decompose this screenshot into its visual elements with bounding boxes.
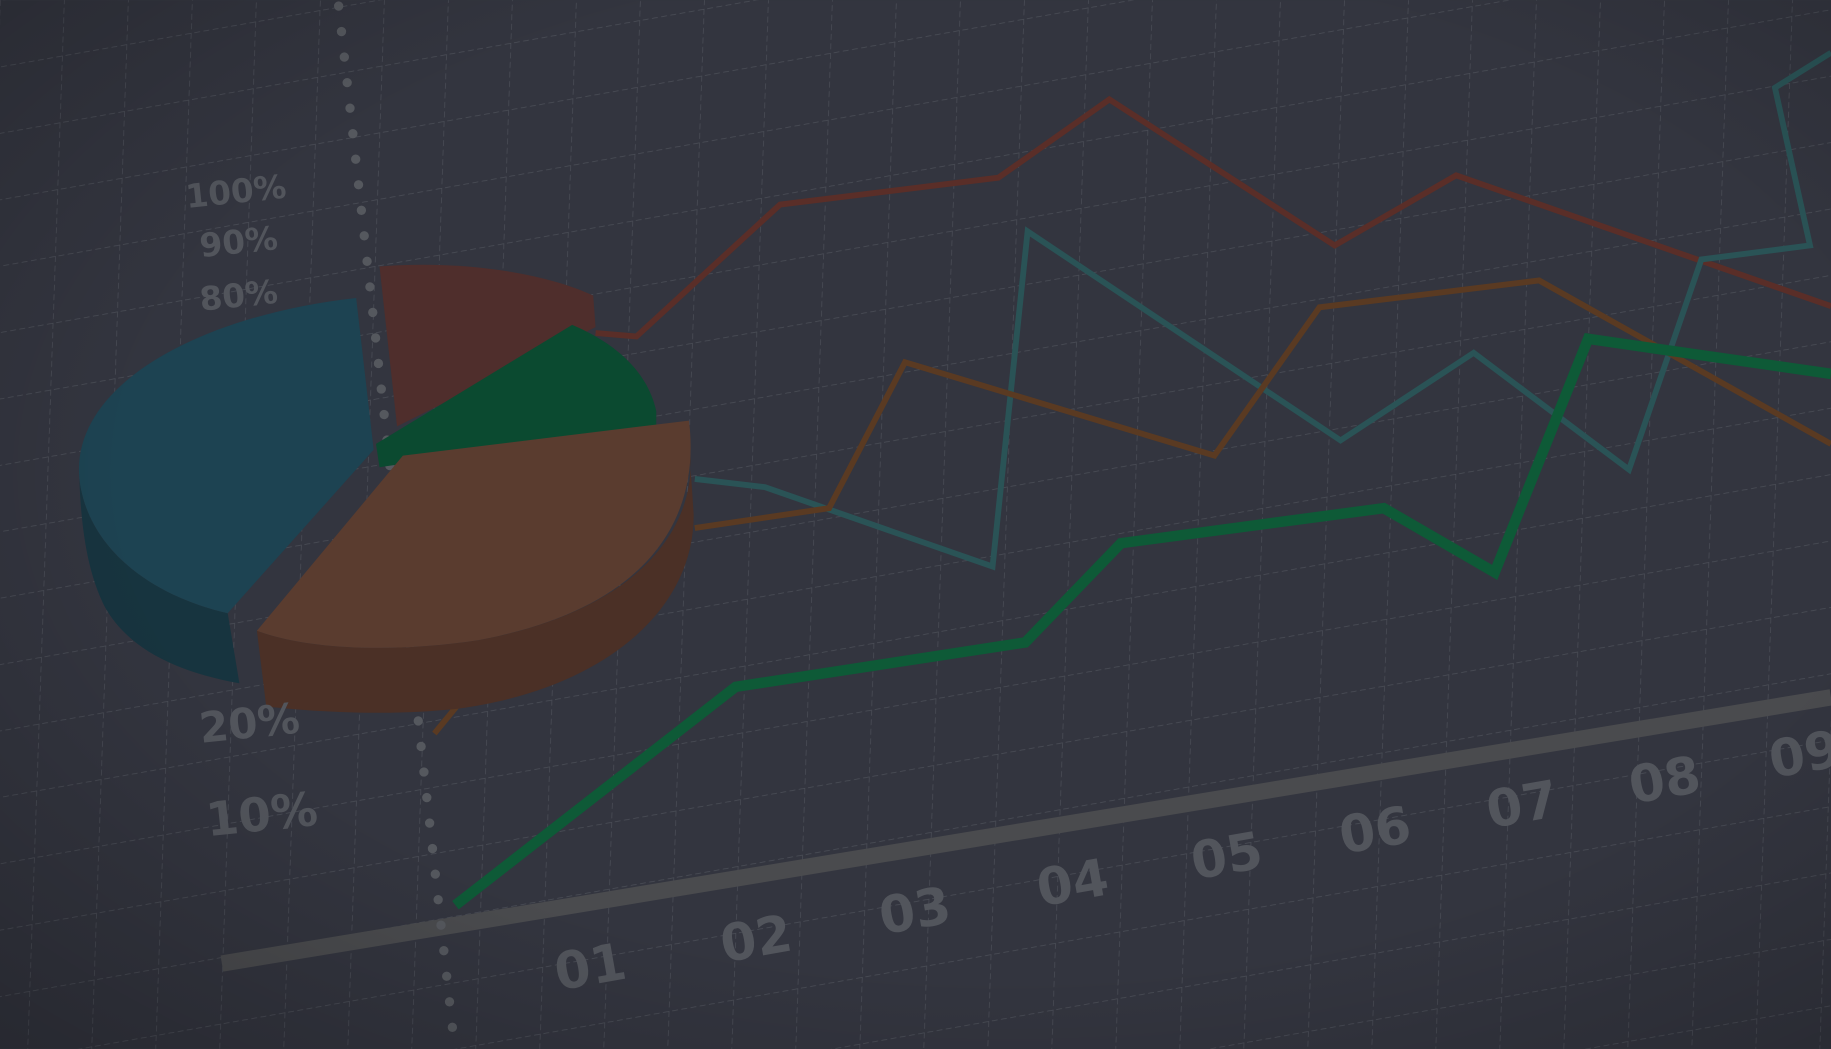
chart-image: 100% 90% 80% 20% 10% 01 02 03 04 05 06 0… xyxy=(0,0,1831,1049)
page: {"axis_labels": {"y": ["100%", "90%", "8… xyxy=(0,0,1831,1049)
vignette xyxy=(0,0,1831,1049)
